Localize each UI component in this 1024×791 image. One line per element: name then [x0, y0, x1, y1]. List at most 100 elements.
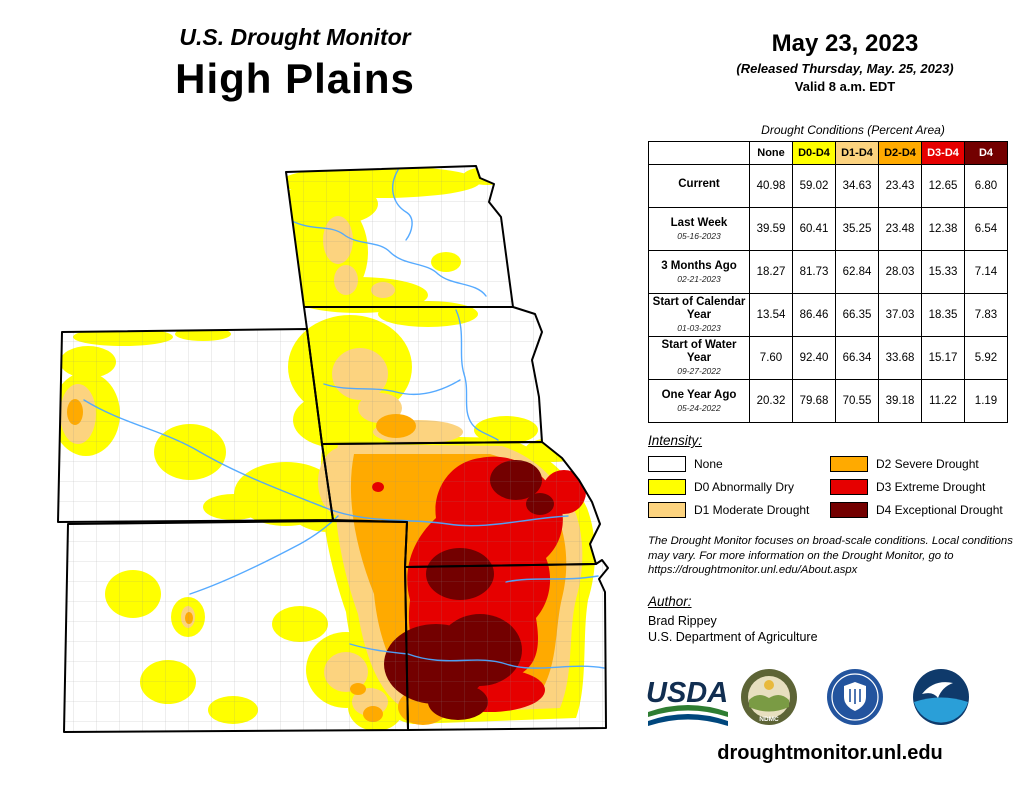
unl-columns: [849, 689, 861, 704]
table-row: Last Week 05-16-2023 39.59 60.41 35.25 23…: [648, 207, 1008, 251]
platte-river: [83, 399, 569, 527]
ndmc-sun: [764, 680, 774, 690]
table-cell: 23.48: [878, 207, 922, 251]
table-cell: 59.02: [792, 164, 836, 208]
table-cell: 18.27: [749, 250, 793, 294]
page-title: U.S. Drought Monitor: [179, 24, 411, 50]
rivers: [83, 169, 605, 669]
table-cell: 5.92: [964, 336, 1008, 380]
table-cell: 13.54: [749, 293, 793, 337]
table-cell: 1.19: [964, 379, 1008, 423]
disclaimer-text: The Drought Monitor focuses on broad-sca…: [648, 535, 1013, 577]
table-cell: 15.17: [921, 336, 965, 380]
table-cell: 81.73: [792, 250, 836, 294]
table-cell: 28.03: [878, 250, 922, 294]
table-cell: 37.03: [878, 293, 922, 337]
date-block: May 23, 2023 (Released Thursday, May. 25…: [675, 30, 1015, 94]
table-cell: 66.34: [835, 336, 879, 380]
table-cell: 12.65: [921, 164, 965, 208]
author-heading: Author:: [648, 594, 692, 609]
table-cell: 86.46: [792, 293, 836, 337]
row-label: Start of Calendar Year 01-03-2023: [648, 293, 750, 337]
ndmc-hills: [749, 694, 789, 712]
table-cell: 7.83: [964, 293, 1008, 337]
release-date: (Released Thursday, May. 25, 2023): [736, 61, 954, 76]
table-cell: 6.80: [964, 164, 1008, 208]
drought-map: [57, 165, 609, 733]
col-header-d3d4: D3-D4: [921, 141, 965, 165]
table-cell: 12.38: [921, 207, 965, 251]
col-header-d2d4: D2-D4: [878, 141, 922, 165]
table-caption: Drought Conditions (Percent Area): [761, 123, 945, 137]
noaa-logo: [912, 668, 970, 731]
table-row: 3 Months Ago 02-21-2023 18.27 81.73 62.84…: [648, 250, 1008, 294]
table-cell: 92.40: [792, 336, 836, 380]
table-row: Start of Calendar Year 01-03-2023 13.54 8…: [648, 293, 1008, 337]
table-cell: 39.18: [878, 379, 922, 423]
missouri-river-sd: [455, 309, 499, 441]
usda-swoosh-blue: [648, 714, 728, 726]
table-cell: 62.84: [835, 250, 879, 294]
table-cell: 7.60: [749, 336, 793, 380]
table-cell: 39.59: [749, 207, 793, 251]
table-cell: 11.22: [921, 379, 965, 423]
table-cell: 60.41: [792, 207, 836, 251]
col-header-d1d4: D1-D4: [835, 141, 879, 165]
table-row: One Year Ago 05-24-2022 20.32 79.68 70.55…: [648, 379, 1008, 423]
table-header-row: None D0-D4 D1-D4 D2-D4 D3-D4 D4: [648, 141, 1008, 165]
map-date: May 23, 2023: [771, 30, 919, 57]
table-cell: 35.25: [835, 207, 879, 251]
unl-inner-ring: [831, 673, 879, 721]
valid-time: Valid 8 a.m. EDT: [794, 79, 896, 94]
legend-swatch-d3: [830, 479, 868, 495]
legend-swatch-d4: [830, 502, 868, 518]
arkansas-river: [349, 643, 605, 669]
table-cell: 34.63: [835, 164, 879, 208]
table-cell: 40.98: [749, 164, 793, 208]
ndmc-logo: NDMC: [740, 668, 798, 731]
table-cell: 33.68: [878, 336, 922, 380]
row-label: One Year Ago 05-24-2022: [648, 379, 750, 423]
intensity-heading: Intensity:: [648, 433, 703, 448]
drought-map-container: [28, 162, 620, 740]
usda-swoosh-green: [648, 705, 728, 717]
drought-conditions-table: None D0-D4 D1-D4 D2-D4 D3-D4 D4 Current …: [648, 141, 1008, 423]
title-block: U.S. Drought Monitor High Plains: [60, 24, 530, 103]
legend-swatch-d2: [830, 456, 868, 472]
kansas-river: [505, 575, 599, 583]
unl-seal-logo: [826, 668, 884, 731]
row-label: Start of Water Year 09-27-2022: [648, 336, 750, 380]
missouri-river-nd: [289, 219, 487, 297]
legend-swatch-d1: [648, 502, 686, 518]
region-title: High Plains: [175, 55, 415, 102]
table-cell: 20.32: [749, 379, 793, 423]
noaa-sea: [914, 697, 968, 723]
table-cell: 70.55: [835, 379, 879, 423]
table-cell: 79.68: [792, 379, 836, 423]
usda-logo-text: USDA: [646, 677, 728, 709]
south-platte-river: [189, 515, 339, 595]
table-row: Current 40.98 59.02 34.63 23.43 12.65 6.…: [648, 164, 1008, 208]
col-header-d4: D4: [964, 141, 1008, 165]
souris-river: [392, 169, 413, 241]
footer-url: droughtmonitor.unl.edu: [717, 742, 943, 764]
usda-logo: USDA: [644, 676, 732, 737]
table-cell: 6.54: [964, 207, 1008, 251]
legend-swatch-d0: [648, 479, 686, 495]
table-row: Start of Water Year 09-27-2022 7.60 92.40…: [648, 336, 1008, 380]
table-cell: 66.35: [835, 293, 879, 337]
table-cell: 18.35: [921, 293, 965, 337]
cheyenne-river: [323, 379, 461, 395]
noaa-bird: [922, 682, 953, 698]
row-label: 3 Months Ago 02-21-2023: [648, 250, 750, 294]
table-cell: 15.33: [921, 250, 965, 294]
ndmc-text: NDMC: [759, 716, 779, 723]
author-name: Brad Rippey: [648, 614, 717, 628]
col-header-none: None: [749, 141, 793, 165]
table-cell: 23.43: [878, 164, 922, 208]
legend-swatch-none: [648, 456, 686, 472]
table-corner-cell: [648, 141, 750, 165]
row-label: Current: [648, 164, 750, 208]
row-label: Last Week 05-16-2023: [648, 207, 750, 251]
author-org: U.S. Department of Agriculture: [648, 630, 818, 644]
